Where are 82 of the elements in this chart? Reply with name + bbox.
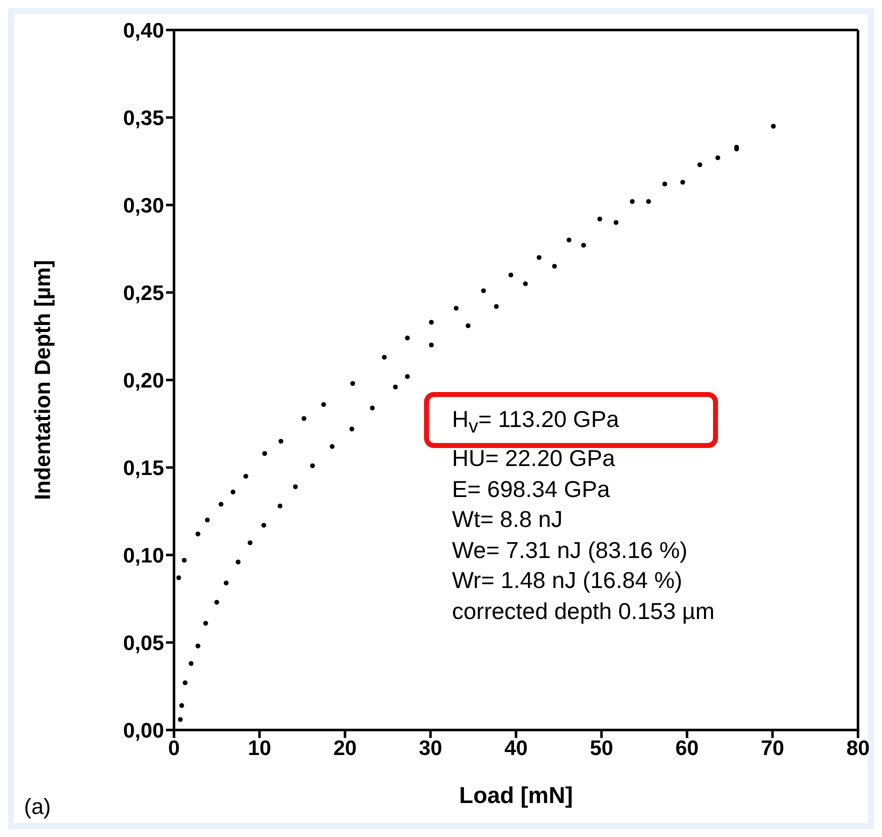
point xyxy=(203,620,208,626)
point xyxy=(614,220,618,225)
point xyxy=(536,255,542,260)
point xyxy=(454,306,459,311)
point xyxy=(350,381,356,386)
point xyxy=(481,288,486,294)
annotation: Wr= 1.48 nJ (16.84 %) xyxy=(452,566,684,596)
annotation: corrected depth 0.153 µm xyxy=(452,596,715,626)
point xyxy=(393,384,398,390)
y-tick-label: 0,15 xyxy=(123,456,164,480)
point xyxy=(204,518,210,522)
point xyxy=(566,238,572,242)
point xyxy=(597,216,602,222)
point xyxy=(278,504,282,508)
point xyxy=(770,124,776,129)
x-axis-title: Load [mN] xyxy=(459,782,573,808)
point xyxy=(196,532,200,536)
point xyxy=(494,304,499,309)
annotation: Wt= 8.8 nJ xyxy=(452,505,564,534)
point xyxy=(293,484,298,490)
point xyxy=(715,155,720,160)
point xyxy=(182,558,187,563)
y-tick-label: 0,30 xyxy=(123,194,164,218)
point xyxy=(176,575,182,580)
point xyxy=(182,680,188,686)
x-tick-label: 30 xyxy=(418,736,442,760)
x-tick-label: 70 xyxy=(760,736,784,760)
point xyxy=(508,272,514,278)
point xyxy=(382,354,387,360)
point xyxy=(178,717,183,722)
x-tick-label: 10 xyxy=(248,736,272,760)
annotation: HU= 22.20 GPa xyxy=(452,444,616,474)
point xyxy=(523,281,528,286)
point xyxy=(428,342,434,348)
x-tick-label: 50 xyxy=(590,736,614,760)
point xyxy=(230,490,236,494)
point xyxy=(310,463,315,468)
point xyxy=(330,444,335,449)
x-tick-label: 60 xyxy=(675,736,699,760)
point xyxy=(214,600,220,605)
point xyxy=(248,540,252,546)
annotation: E= 698.34 GPa xyxy=(452,474,611,504)
point xyxy=(405,374,410,379)
point xyxy=(680,180,686,185)
y-tick-label: 0,00 xyxy=(123,719,164,742)
y-tick-label: 0,35 xyxy=(123,106,164,130)
annotation: We= 7.31 nJ (83.16 %) xyxy=(452,536,688,565)
point xyxy=(552,264,557,269)
annotation: H$_{v}$= 113.20 GPa xyxy=(452,405,620,440)
point xyxy=(630,199,635,204)
point xyxy=(188,661,194,666)
y-tick-label: 0,40 xyxy=(123,19,164,42)
y-tick-label: 0,05 xyxy=(123,632,164,655)
point xyxy=(321,402,326,407)
point xyxy=(243,474,248,479)
point xyxy=(370,406,375,410)
point xyxy=(646,199,651,204)
point xyxy=(697,162,702,168)
point xyxy=(224,580,229,586)
point xyxy=(302,416,306,421)
y-tick-label: 0,20 xyxy=(123,369,164,392)
point xyxy=(179,703,184,708)
y-axis-title: Indentation Depth [µm] xyxy=(30,260,55,500)
point xyxy=(581,242,586,248)
point xyxy=(428,320,434,325)
point xyxy=(349,426,354,432)
point xyxy=(196,644,200,648)
point xyxy=(466,323,471,328)
y-tick-label: 0,10 xyxy=(123,544,164,568)
point xyxy=(236,560,241,564)
point xyxy=(405,336,410,340)
point xyxy=(262,451,268,456)
text: (a) xyxy=(24,794,51,820)
point xyxy=(261,522,266,528)
x-tick-label: 80 xyxy=(846,736,870,760)
x-tick-label: 40 xyxy=(504,736,528,760)
y-tick-label: 0,25 xyxy=(123,282,164,305)
point xyxy=(218,502,224,507)
x-tick-label: 20 xyxy=(333,736,357,760)
x-tick-label: 0 xyxy=(168,736,180,760)
point xyxy=(662,182,668,186)
point xyxy=(278,438,284,444)
